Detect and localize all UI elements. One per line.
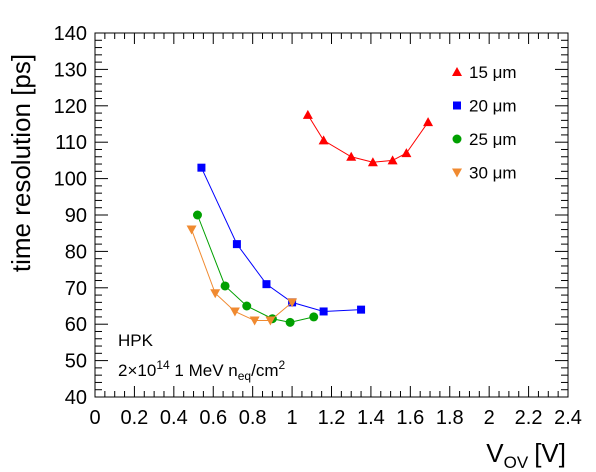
x-axis-title-unit: [V] xyxy=(534,438,566,468)
x-tick-label: 0 xyxy=(89,407,100,429)
series-3 xyxy=(186,225,298,326)
data-point xyxy=(309,312,319,322)
y-tick-label: 100 xyxy=(54,169,87,191)
annot-exp: 14 xyxy=(156,358,170,372)
series-layer xyxy=(186,109,434,327)
data-point xyxy=(186,225,197,235)
data-point xyxy=(401,148,412,158)
x-tick-label: 2.2 xyxy=(515,407,543,429)
x-tick-label: 2 xyxy=(484,407,495,429)
data-point xyxy=(287,298,298,308)
data-point xyxy=(232,240,241,249)
legend-label: 30 μm xyxy=(469,164,517,183)
x-tick-label: 1.2 xyxy=(318,407,346,429)
data-point xyxy=(242,301,252,311)
legend-marker xyxy=(452,67,462,76)
y-tick-label: 40 xyxy=(65,387,87,409)
annotation-fluence: 2×1014 1 MeV neq/cm2 xyxy=(118,358,285,383)
x-tick-label: 0.8 xyxy=(239,407,267,429)
series-line xyxy=(191,229,293,322)
x-axis-title-main: V xyxy=(486,438,504,468)
data-point xyxy=(192,210,202,220)
x-tick-label: 1.6 xyxy=(396,407,424,429)
x-axis-title-sub: OV xyxy=(504,453,529,472)
legend-marker xyxy=(453,101,461,110)
annot-base: 10 xyxy=(137,361,156,380)
y-tick-label: 70 xyxy=(65,278,87,300)
data-point xyxy=(197,163,206,172)
y-tick-label: 140 xyxy=(54,23,87,45)
data-point xyxy=(262,280,271,289)
legend-marker xyxy=(452,168,462,178)
data-point xyxy=(357,305,366,314)
y-tick-label: 120 xyxy=(54,96,87,118)
data-point xyxy=(346,151,357,161)
y-tick-label: 90 xyxy=(65,205,87,227)
data-point xyxy=(210,289,221,299)
data-point xyxy=(229,307,240,317)
x-tick-label: 1.8 xyxy=(436,407,464,429)
y-tick-label: 50 xyxy=(65,351,87,373)
series-1 xyxy=(197,163,366,316)
data-point xyxy=(387,155,398,165)
axis-tick-labels: 0 0.2 0.4 0.6 0.8 1 1.2 1.4 1.6 1.8 2 2.2 2.4 40 50 60 7… xyxy=(54,23,582,429)
data-point xyxy=(423,117,434,127)
annot-sub: eq xyxy=(238,369,251,383)
data-point xyxy=(319,307,328,316)
annot-times: × xyxy=(127,361,137,380)
annot-mid: 1 MeV n xyxy=(170,361,238,380)
series-2 xyxy=(192,210,319,327)
data-point xyxy=(302,109,313,119)
annot-unit-exp: 2 xyxy=(278,358,285,372)
x-tick-label: 0.4 xyxy=(160,407,188,429)
x-tick-label: 1 xyxy=(287,407,298,429)
x-tick-label: 2.4 xyxy=(554,407,582,429)
plot-frame xyxy=(94,32,569,398)
annot-unit: /cm xyxy=(251,361,278,380)
x-tick-label: 1.4 xyxy=(357,407,385,429)
x-tick-label: 0.6 xyxy=(199,407,227,429)
series-line xyxy=(200,167,362,312)
y-tick-label: 130 xyxy=(54,59,87,81)
annot-prefix: 2 xyxy=(118,361,127,380)
data-point xyxy=(220,281,230,291)
legend-marker xyxy=(452,134,462,144)
data-point xyxy=(285,317,295,327)
data-point xyxy=(265,316,276,326)
legend-label: 25 μm xyxy=(469,130,517,149)
legend-label: 20 μm xyxy=(469,97,517,116)
axis-ticks xyxy=(94,32,569,398)
y-axis-title: time resolution [ps] xyxy=(6,54,36,272)
data-point xyxy=(367,157,378,167)
y-tick-label: 80 xyxy=(65,241,87,263)
legend: 15 μm 20 μm 25 μm 30 μm xyxy=(452,63,517,183)
data-point xyxy=(318,135,329,145)
series-0 xyxy=(302,109,434,167)
x-axis-title: VOV [V] xyxy=(486,438,566,472)
legend-label: 15 μm xyxy=(469,63,517,82)
data-point xyxy=(249,316,260,326)
x-tick-label: 0.2 xyxy=(121,407,149,429)
annotation-detector: HPK xyxy=(118,331,154,350)
y-tick-label: 110 xyxy=(55,132,87,154)
y-tick-label: 60 xyxy=(65,314,87,336)
